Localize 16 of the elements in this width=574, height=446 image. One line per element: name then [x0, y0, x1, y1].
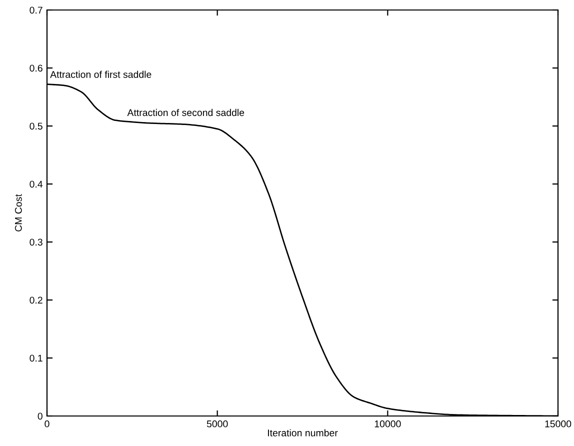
- x-tick-label: 15000: [545, 420, 572, 428]
- y-tick-label: 0.4: [30, 180, 43, 188]
- x-tick-label: 0: [44, 420, 50, 428]
- x-tick-label: 5000: [206, 420, 228, 428]
- annotation: Attraction of first saddle: [50, 70, 152, 78]
- y-tick-label: 0.3: [30, 238, 42, 246]
- y-tick-label: 0: [38, 412, 42, 420]
- y-tick-label: 0.5: [30, 122, 42, 130]
- y-tick-label: 0.1: [30, 354, 42, 362]
- y-tick-label: 0.2: [30, 296, 42, 304]
- annotation: Attraction of second saddle: [127, 108, 244, 116]
- y-tick-label: 0.6: [30, 64, 42, 72]
- y-axis-title: CM Cost: [14, 194, 22, 232]
- x-axis-title: Iteration number: [268, 429, 338, 436]
- y-tick-label: 0.7: [30, 6, 42, 14]
- x-tick-label: 10000: [374, 420, 401, 428]
